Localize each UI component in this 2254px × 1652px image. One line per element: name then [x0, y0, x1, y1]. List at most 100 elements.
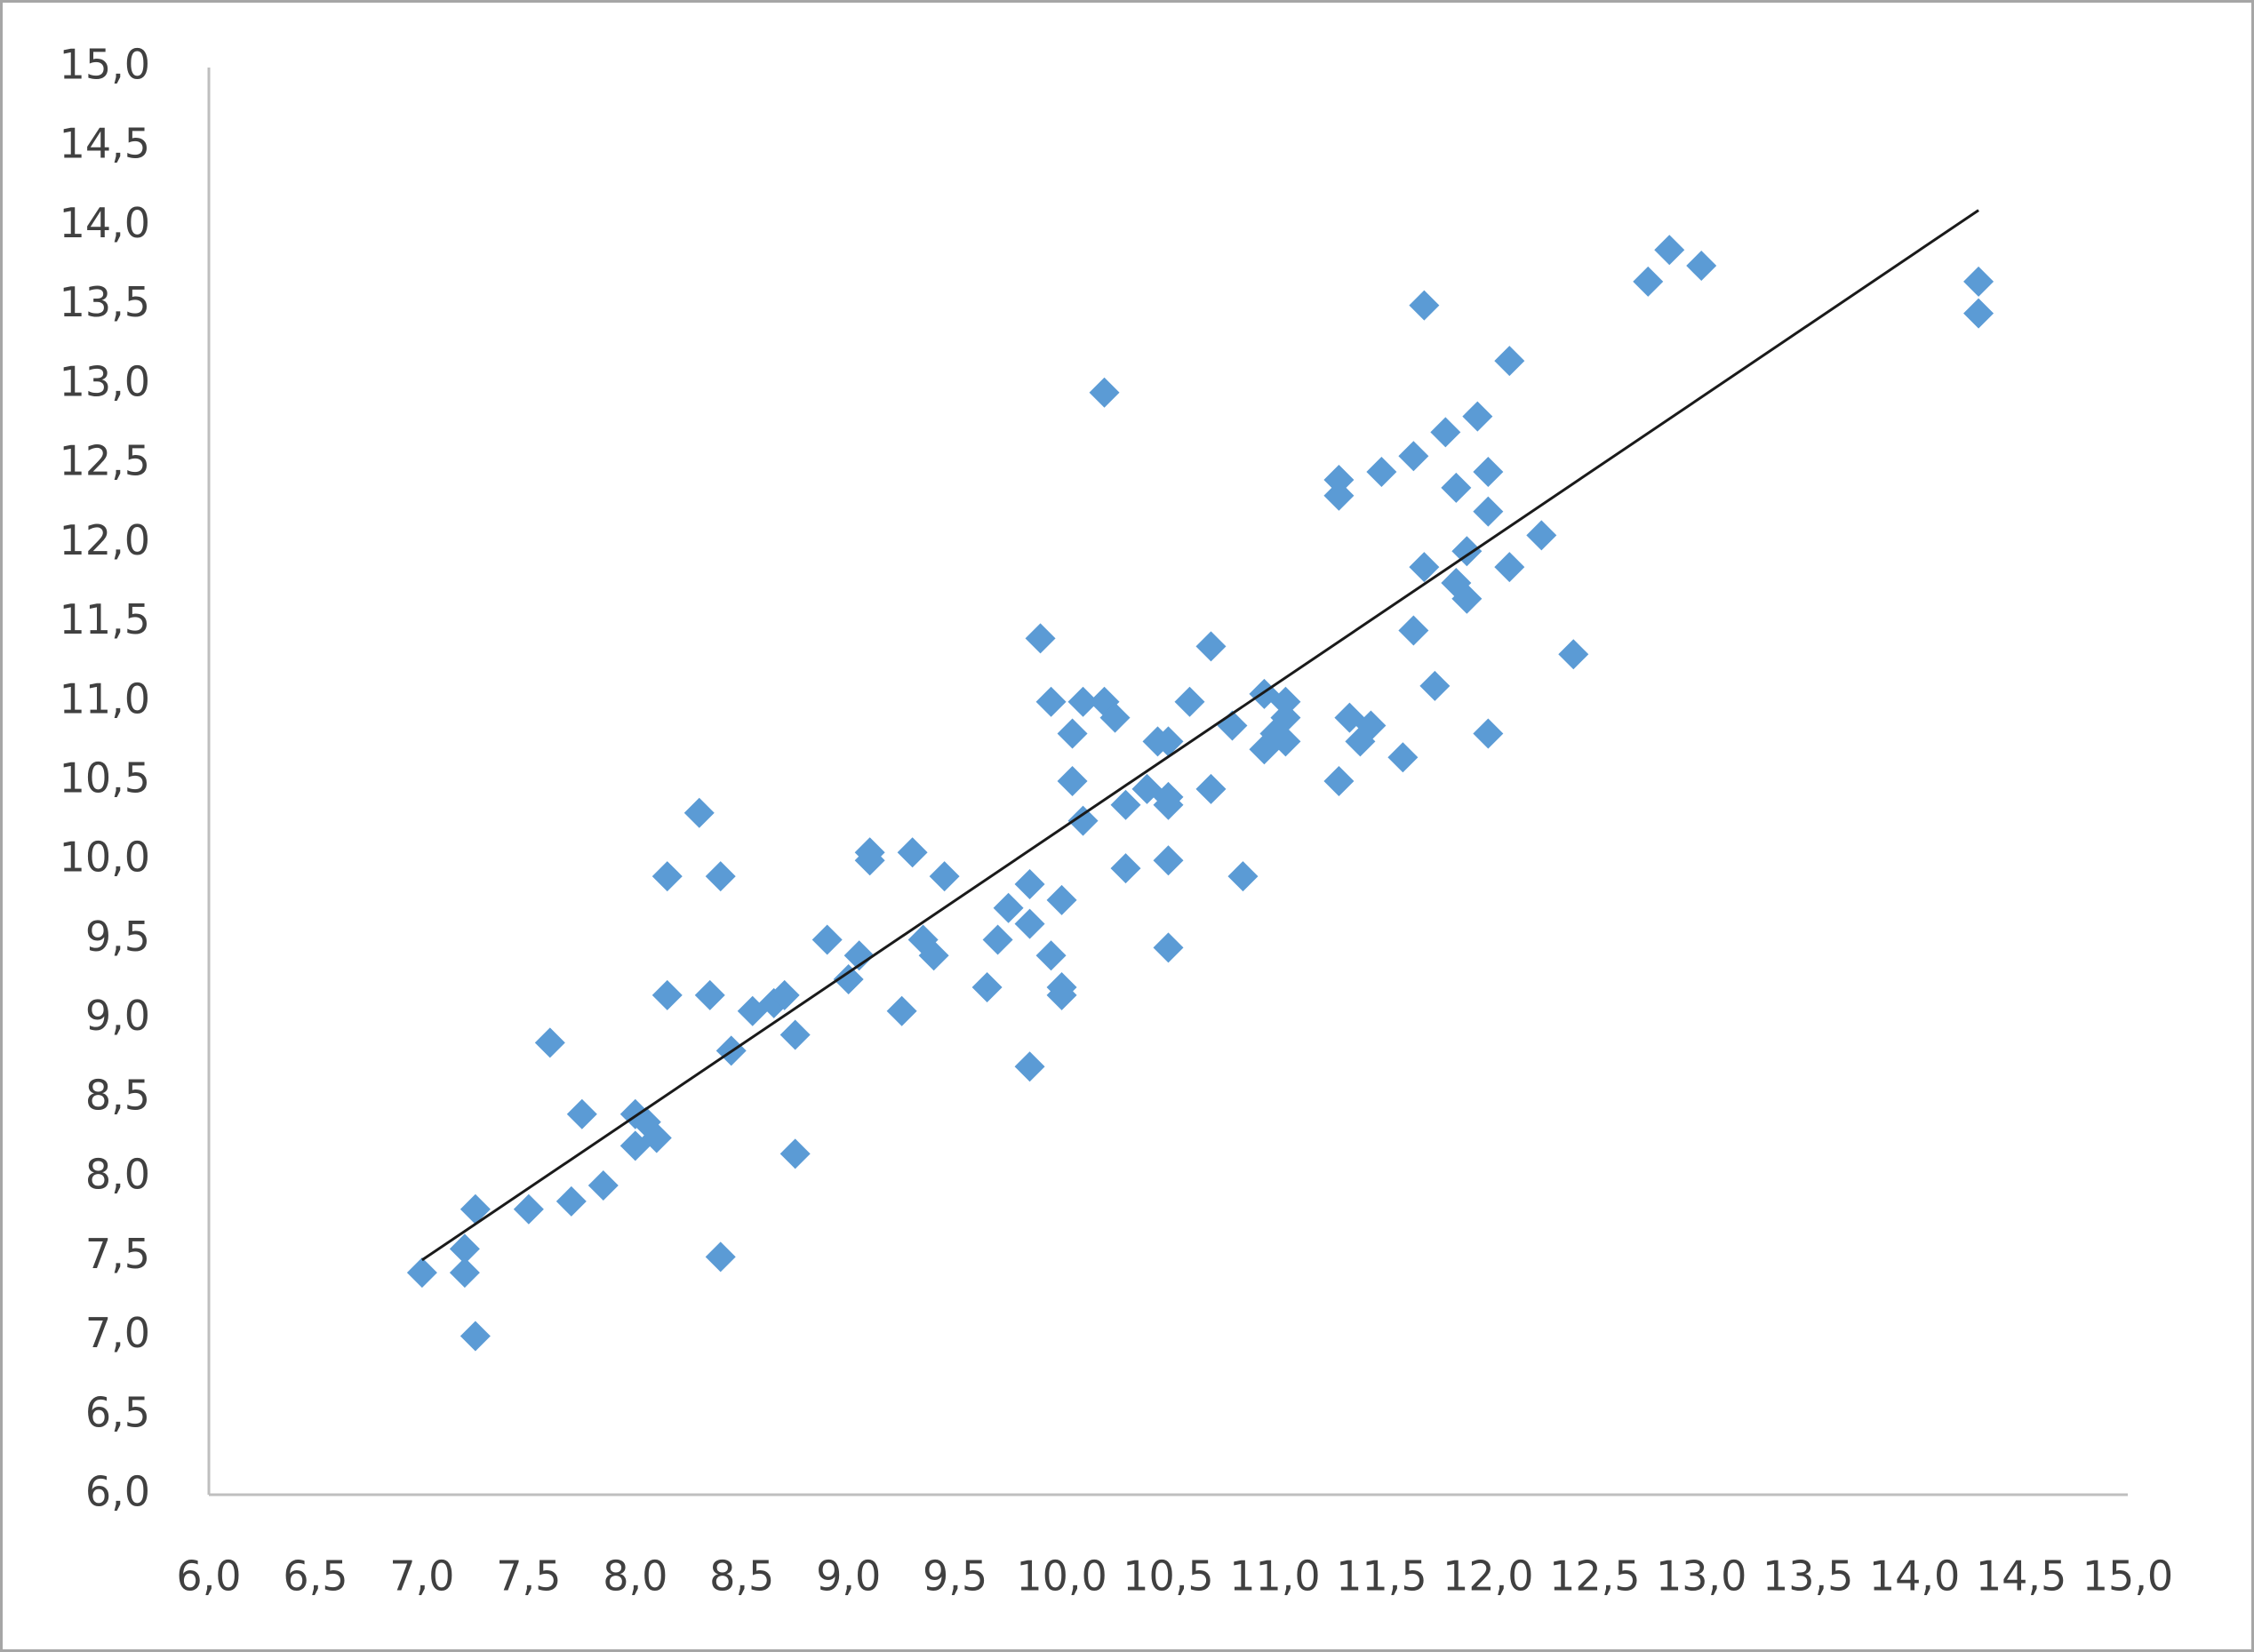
scatter-point: [1441, 472, 1472, 503]
scatter-point: [1686, 251, 1717, 282]
x-tick-label: 13,5: [1762, 1552, 1853, 1600]
scatter-point: [886, 995, 917, 1026]
y-tick-label: 15,0: [60, 41, 150, 89]
x-tick-label: 9,0: [816, 1552, 881, 1600]
scatter-point: [460, 1193, 491, 1225]
x-tick-label: 15,0: [2082, 1552, 2173, 1600]
scatter-point: [1270, 702, 1301, 733]
scatter-point: [1195, 631, 1227, 662]
scatter-point: [1398, 615, 1429, 646]
scatter-point: [1409, 552, 1440, 583]
x-tick-label: 8,0: [603, 1552, 667, 1600]
scatter-point: [1067, 805, 1099, 836]
scatter-point: [1963, 298, 1994, 329]
scatter-point: [918, 940, 949, 971]
x-tick-label: 6,5: [283, 1552, 348, 1600]
scatter-point: [683, 797, 715, 828]
scatter-point: [587, 1170, 619, 1201]
scatter-point: [534, 1027, 565, 1058]
scatter-point: [1473, 496, 1504, 527]
scatter-point: [705, 1241, 736, 1273]
scatter-point: [897, 837, 928, 868]
scatter-point: [1355, 710, 1387, 741]
scatter-point: [769, 979, 800, 1010]
x-tick-label: 14,0: [1869, 1552, 1960, 1600]
y-tick-label: 13,5: [60, 278, 150, 326]
scatter-point: [993, 892, 1024, 923]
scatter-point: [449, 1257, 480, 1289]
scatter-point: [1387, 742, 1419, 773]
y-tick-label: 14,5: [60, 120, 150, 168]
scatter-point: [1398, 441, 1429, 472]
scatter-point: [1633, 266, 1664, 297]
y-tick-label: 6,5: [85, 1388, 150, 1436]
x-tick-label: 6,0: [176, 1552, 241, 1600]
scatter-point: [982, 924, 1013, 955]
x-tick-label: 9,5: [923, 1552, 987, 1600]
scatter-point: [779, 1138, 811, 1169]
y-tick-label: 9,0: [85, 992, 150, 1040]
scatter-point: [1654, 235, 1685, 266]
scatter-point: [929, 861, 960, 892]
scatter-point: [1025, 623, 1056, 654]
scatter-point: [1419, 670, 1451, 701]
scatter-point: [1057, 718, 1088, 749]
y-tick-label: 7,0: [85, 1309, 150, 1357]
trendline: [421, 209, 1979, 1262]
scatter-point: [1323, 766, 1355, 796]
scatter-point: [651, 861, 683, 892]
scatter-point: [1153, 932, 1184, 963]
scatter-point: [460, 1321, 491, 1352]
y-tick-label: 8,5: [85, 1071, 150, 1119]
x-tick-label: 10,0: [1016, 1552, 1107, 1600]
scatter-point: [833, 964, 864, 995]
scatter-point: [1153, 726, 1184, 757]
scatter-point: [1153, 789, 1184, 820]
x-tick-label: 10,5: [1123, 1552, 1213, 1600]
scatter-point: [566, 1098, 597, 1129]
scatter-point: [843, 940, 875, 971]
y-tick-label: 9,5: [85, 913, 150, 961]
scatter-point: [556, 1185, 587, 1217]
y-tick-label: 10,5: [60, 754, 150, 802]
scatter-point: [1110, 789, 1141, 820]
scatter-point: [1270, 726, 1301, 757]
scatter-point: [1035, 686, 1067, 717]
scatter-point: [1046, 884, 1077, 915]
scatter-point: [651, 979, 683, 1010]
scatter-point: [1462, 401, 1493, 432]
scatter-point: [1110, 853, 1141, 884]
scatter-point: [1494, 552, 1525, 583]
scatter-point: [1409, 290, 1440, 321]
x-tick-label: 12,0: [1443, 1552, 1533, 1600]
scatter-point: [1195, 773, 1227, 804]
scatter-point: [449, 1233, 480, 1265]
x-tick-label: 8,5: [709, 1552, 774, 1600]
scatter-point: [1451, 583, 1483, 614]
y-tick-label: 11,5: [60, 595, 150, 643]
scatter-point: [1451, 536, 1483, 567]
scatter-point: [1099, 702, 1131, 733]
x-tick-label: 12,5: [1549, 1552, 1640, 1600]
scatter-point: [1494, 346, 1525, 377]
scatter-point: [1366, 457, 1397, 488]
scatter-point: [1035, 940, 1067, 971]
scatter-point: [1558, 639, 1589, 670]
y-tick-label: 13,0: [60, 357, 150, 405]
scatter-point: [1270, 686, 1301, 717]
scatter-point: [1089, 377, 1120, 408]
x-tick-label: 13,0: [1656, 1552, 1746, 1600]
x-tick-label: 11,5: [1336, 1552, 1427, 1600]
scatter-point: [1473, 718, 1504, 749]
scatter-point: [1014, 868, 1045, 899]
scatter-point: [1174, 686, 1205, 717]
scatter-point: [1014, 908, 1045, 939]
scatter-point: [1153, 845, 1184, 876]
scatter-point: [1057, 766, 1088, 796]
scatter-point: [705, 861, 736, 892]
y-tick-label: 12,5: [60, 437, 150, 485]
scatter-point: [1067, 686, 1099, 717]
scatter-point: [1430, 417, 1461, 448]
y-tick-label: 10,0: [60, 834, 150, 882]
